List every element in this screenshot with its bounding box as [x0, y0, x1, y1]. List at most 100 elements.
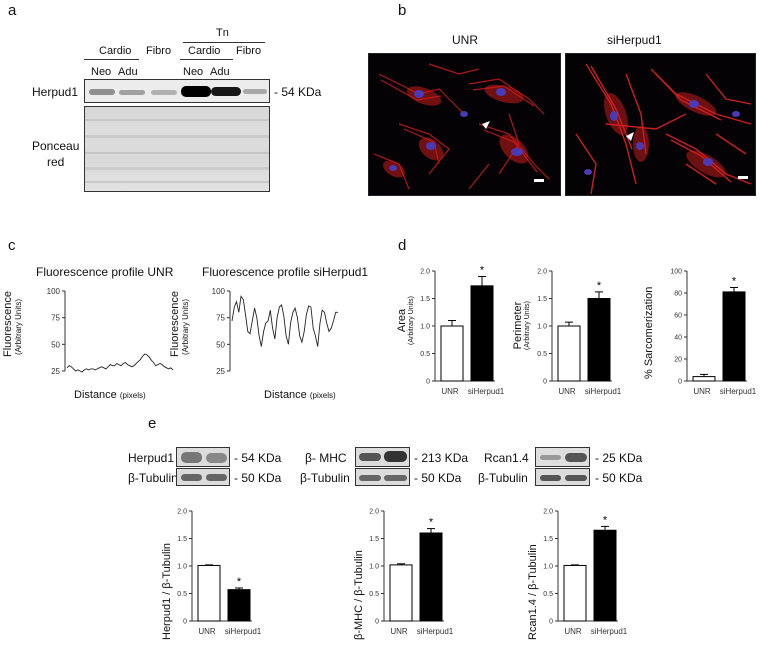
panel-letter-e: e — [148, 415, 157, 432]
group-tn-fibro-label: Fibro — [236, 45, 262, 57]
profile-unr-chart: 25 50 75 100 — [47, 287, 174, 376]
area-ylabel-text: Area — [396, 308, 408, 333]
e-blot2-loading-mw: - 50 KDa — [414, 471, 462, 485]
e-bar-ylabel-7: Rcan1.4 / β-Tubulin — [527, 544, 539, 640]
perimeter-ylabel: Perimeter (Arbitrary Units) — [512, 301, 531, 350]
group-cardio-label: Cardio — [99, 45, 132, 57]
e-blot3-tubulin — [535, 468, 590, 486]
e-blot2-tubulin — [355, 468, 410, 486]
profile-unr-ylabel-units: (Arbitrary Units) — [14, 298, 23, 355]
lane-tn-adu-label: Adu — [210, 66, 230, 78]
e-blot1-herpud1 — [176, 447, 230, 467]
band-lane5 — [211, 87, 241, 96]
bar-y-tick-label: 1.5 — [537, 296, 547, 303]
bar-significance-star: * — [597, 280, 602, 292]
herpud1-mw-label: - 54 KDa — [274, 85, 322, 99]
panel-letter-d: d — [398, 237, 407, 254]
sarcomerization-bar-chart: 0 20 40 60 80 100 UNR * siHerpud1 — [670, 269, 757, 397]
micro-image-siherpud1 — [565, 53, 756, 196]
bar-y-tick-label: 2.0 — [420, 269, 430, 276]
rcan-tubulin-bar-chart: 0 0.5 1.0 1.5 2.0 UNR * siHerpud1 — [543, 509, 628, 637]
profile-unr-ylabel: Fluorescence (Arbitrary Units) — [2, 291, 23, 357]
e-blot1-label: Herpud1 — [128, 451, 175, 465]
bar-y-tick-label: 2.0 — [543, 509, 553, 516]
bar-category-label: UNR — [390, 627, 408, 636]
bar-siherpud1 — [722, 291, 746, 382]
bar-unr — [389, 564, 413, 622]
bar-significance-star: * — [237, 576, 242, 588]
e-bar-ylabel-6: β-MHC / β-Tubulin — [353, 550, 365, 640]
bar-y-tick-label: 0.5 — [420, 351, 430, 358]
micro-image-unr — [368, 53, 561, 196]
bar-siherpud1 — [587, 298, 611, 382]
bar-y-tick-label: 0.5 — [543, 591, 553, 598]
bar-category-label: UNR — [564, 627, 582, 636]
band-lane2 — [119, 90, 145, 95]
bar-y-tick-label: 0 — [183, 619, 187, 626]
band-lane6 — [243, 89, 267, 94]
herpud1-row-label: Herpud1 — [32, 85, 79, 99]
bar-category-label: siHerpud1 — [591, 627, 628, 636]
lane-tn-neo-label: Neo — [183, 66, 204, 78]
ponceau-label-line2: red — [47, 155, 65, 169]
line-y-tick-label: 25 — [216, 367, 225, 376]
bar-y-tick-label: 2.0 — [177, 509, 187, 516]
bar-category-label: siHerpud1 — [468, 387, 505, 396]
group-tn-cardio-label: Cardio — [188, 45, 221, 57]
bar-category-label: siHerpud1 — [720, 387, 757, 396]
e-blot1-mw: - 54 KDa — [234, 451, 282, 465]
profile-sih-xlabel: Distance (pixels) — [264, 389, 336, 401]
profile-unr-xlabel-text: Distance — [74, 389, 117, 401]
profile-sih-chart: 25 50 75 100 — [212, 287, 338, 376]
arrowhead-unr — [482, 121, 490, 129]
profile-series-line-1 — [231, 295, 338, 347]
bar-significance-star: * — [603, 514, 608, 526]
lane-adu-label: Adu — [118, 66, 138, 78]
band-lane4 — [181, 86, 211, 97]
bar-y-tick-label: 2.0 — [369, 509, 379, 516]
arrowhead-siherpud1 — [626, 132, 634, 141]
mhc-tubulin-bar-chart: 0 0.5 1.0 1.5 2.0 UNR * siHerpud1 — [369, 509, 454, 637]
panel-letter-a: a — [8, 2, 17, 19]
bar-y-tick-label: 0 — [549, 619, 553, 626]
bar-siherpud1 — [593, 529, 617, 622]
band-lane3 — [151, 90, 177, 95]
bar-y-tick-label: 0 — [678, 379, 682, 386]
ponceau-label-line1: Ponceau — [32, 139, 80, 153]
bar-unr — [557, 325, 581, 382]
bar-unr — [197, 564, 221, 622]
e-blot2-mw: - 213 KDa — [414, 451, 469, 465]
bar-y-tick-label: 1.5 — [369, 536, 379, 543]
bar-unr — [563, 564, 587, 622]
bar-y-tick-label: 60 — [674, 313, 682, 320]
bar-y-tick-label: 1.0 — [369, 564, 379, 571]
bar-unr — [440, 325, 464, 382]
e-blot2-mhc — [355, 447, 410, 467]
profile-sih-ylabel-units: (Arbitrary Units) — [181, 298, 190, 355]
bar-y-tick-label: 100 — [670, 269, 682, 276]
bar-y-tick-label: 1.0 — [537, 324, 547, 331]
profile-sih-xlabel-text: Distance — [264, 389, 307, 401]
micro-left-title: UNR — [452, 33, 478, 47]
e-blot3-loading: β-Tubulin — [478, 471, 528, 485]
profile-sih-title: Fluorescence profile siHerpud1 — [202, 265, 369, 279]
bar-y-tick-label: 1.0 — [420, 324, 430, 331]
bar-category-label: siHerpud1 — [585, 387, 622, 396]
bar-siherpud1 — [470, 285, 494, 382]
perimeter-ylabel-text: Perimeter — [512, 301, 524, 350]
tn-cardio-bracket-line — [180, 59, 233, 60]
panel-letter-b: b — [398, 2, 407, 19]
profile-unr-xlabel-units: (pixels) — [119, 391, 146, 400]
bar-y-tick-label: 80 — [674, 291, 682, 298]
bar-category-label: UNR — [558, 387, 576, 396]
bar-y-tick-label: 2.0 — [537, 269, 547, 276]
bar-y-tick-label: 0.5 — [177, 591, 187, 598]
bar-significance-star: * — [732, 276, 737, 288]
cardio-bracket-line — [84, 59, 139, 60]
micro-image-unr-drawing — [373, 63, 550, 190]
profile-sih-xlabel-units: (pixels) — [309, 391, 336, 400]
line-y-tick-label: 25 — [51, 367, 60, 376]
micro-right-title: siHerpud1 — [607, 33, 662, 47]
perimeter-bar-chart: 0 0.5 1.0 1.5 2.0 UNR * siHerpud1 — [537, 269, 622, 397]
herpud1-tubulin-bar-chart: 0 0.5 1.0 1.5 2.0 UNR * siHerpud1 — [177, 509, 262, 637]
